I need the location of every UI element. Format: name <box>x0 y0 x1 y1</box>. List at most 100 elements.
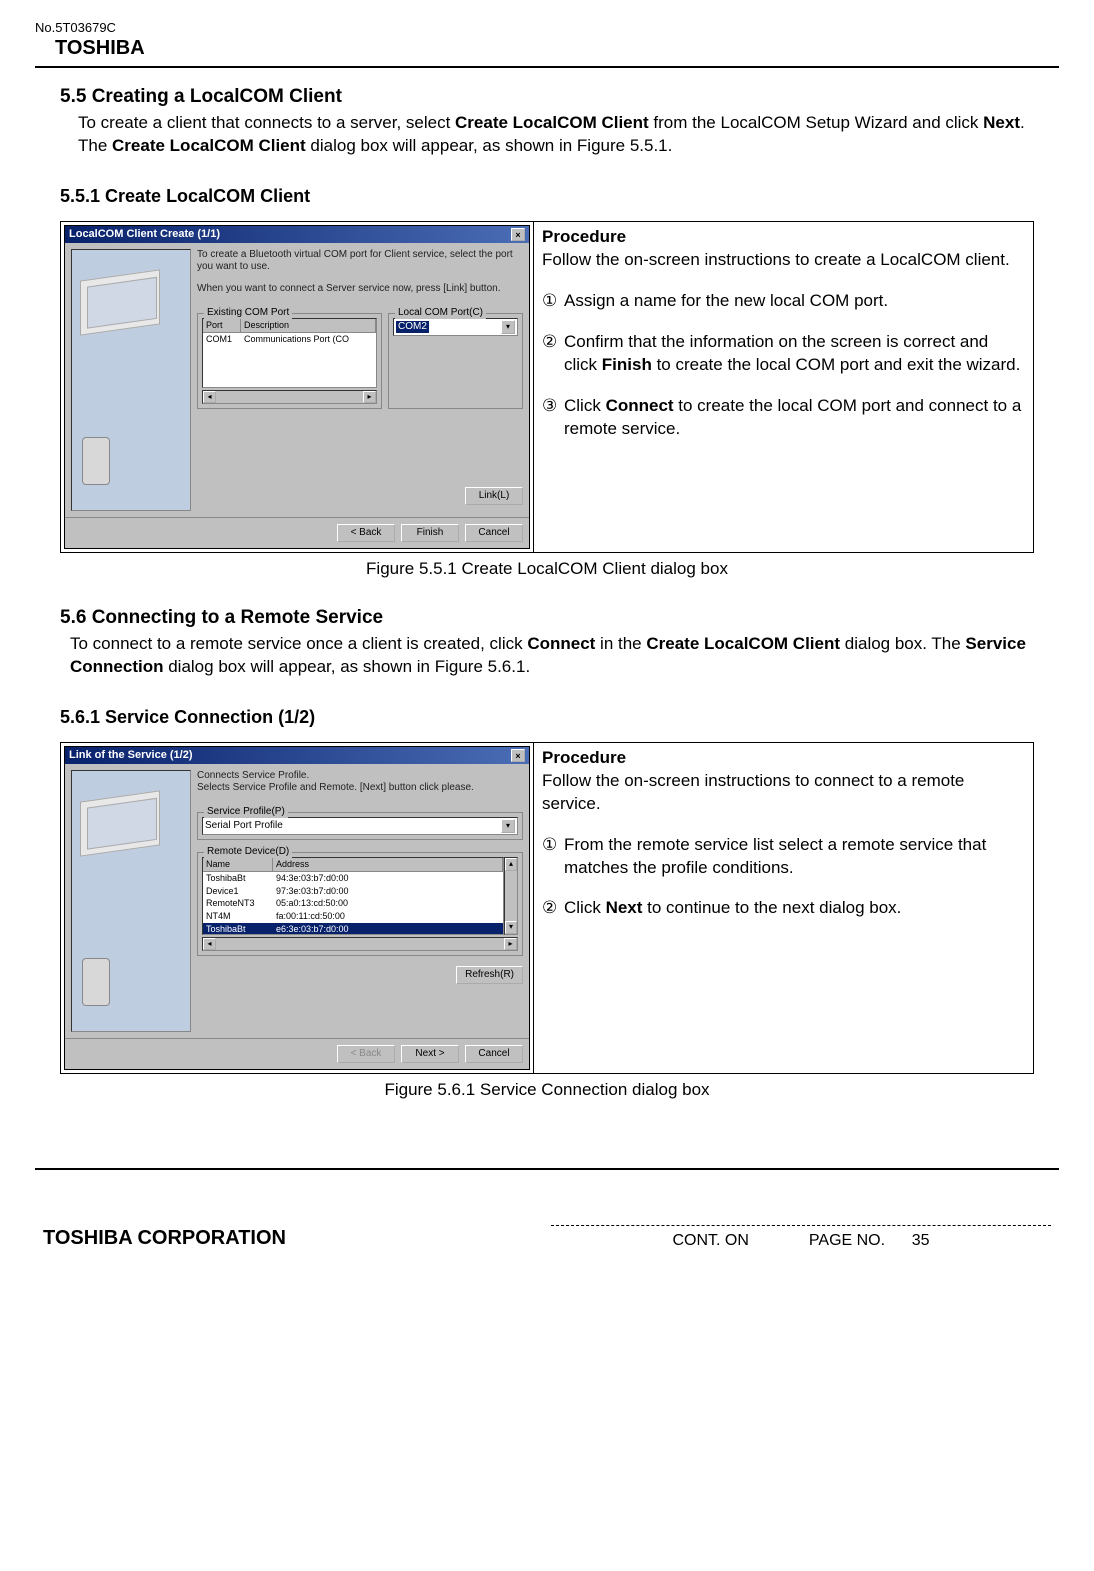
cell: Communications Port (CO <box>241 333 352 346</box>
combo-value: Serial Port Profile <box>205 820 283 832</box>
brand: TOSHIBA <box>35 37 1059 60</box>
titlebar[interactable]: LocalCOM Client Create (1/1) × <box>65 226 529 243</box>
footer-right: CONT. ON PAGE NO. 35 <box>551 1225 1051 1250</box>
doc-number: No.5T03679C <box>35 20 1059 35</box>
step-2: ② Confirm that the information on the sc… <box>542 331 1023 377</box>
footer: TOSHIBA CORPORATION CONT. ON PAGE NO. 35 <box>35 1225 1059 1250</box>
txt-b: Create LocalCOM Client <box>646 634 840 653</box>
section-5-6-1-heading: 5.6.1 Service Connection (1/2) <box>60 707 1034 728</box>
wizard-image <box>71 249 191 511</box>
col-address: Address <box>273 858 503 871</box>
dlg-text: When you want to connect a Server servic… <box>197 283 523 295</box>
titlebar[interactable]: Link of the Service (1/2) × <box>65 747 529 764</box>
step-num: ① <box>542 834 564 880</box>
txt: from the LocalCOM Setup Wizard and click <box>649 113 983 132</box>
txt: in the <box>595 634 646 653</box>
label: Remote Device(D) <box>204 846 292 858</box>
label: Local COM Port(C) <box>395 307 486 319</box>
content: 5.5 Creating a LocalCOM Client To create… <box>35 68 1059 1138</box>
txt: To connect to a remote service once a cl… <box>70 634 527 653</box>
dlg-text: Connects Service Profile. Selects Servic… <box>197 770 523 794</box>
step-num: ③ <box>542 395 564 441</box>
txt: To create a client that connects to a se… <box>78 113 455 132</box>
local-port-combo[interactable]: COM2 ▾ <box>393 318 518 336</box>
finish-button[interactable]: Finish <box>401 524 459 542</box>
label: Existing COM Port <box>204 307 292 319</box>
window: LocalCOM Client Create (1/1) × To create… <box>64 225 530 549</box>
page-number: 35 <box>890 1232 930 1250</box>
section-5-6-heading: 5.6 Connecting to a Remote Service <box>60 607 1034 629</box>
col-desc: Description <box>241 319 376 332</box>
dlg-text: To create a Bluetooth virtual COM port f… <box>197 249 523 273</box>
step-text: Click Next to continue to the next dialo… <box>564 897 901 920</box>
label: Service Profile(P) <box>204 806 288 818</box>
txt-b: Connect <box>527 634 595 653</box>
procedure-title: Procedure <box>542 747 1023 770</box>
back-button[interactable]: < Back <box>337 524 395 542</box>
cancel-button[interactable]: Cancel <box>465 1045 523 1063</box>
txt: dialog box will appear, as shown in Figu… <box>306 136 673 155</box>
scrollbar[interactable]: ◂▸ <box>202 937 518 951</box>
back-button: < Back <box>337 1045 395 1063</box>
next-button[interactable]: Next > <box>401 1045 459 1063</box>
laptop-icon <box>80 790 160 856</box>
scrollbar[interactable]: ▴▾ <box>504 857 518 935</box>
chevron-down-icon[interactable]: ▾ <box>501 819 515 833</box>
step-text: Assign a name for the new local COM port… <box>564 290 888 313</box>
dialog-1: LocalCOM Client Create (1/1) × To create… <box>61 222 534 552</box>
laptop-icon <box>80 269 160 335</box>
phone-icon <box>82 958 110 1006</box>
step-text: Click Connect to create the local COM po… <box>564 395 1023 441</box>
step-text: Confirm that the information on the scre… <box>564 331 1023 377</box>
link-button[interactable]: Link(L) <box>465 487 523 505</box>
step-num: ① <box>542 290 564 313</box>
section-5-5-1-heading: 5.5.1 Create LocalCOM Client <box>60 186 1034 207</box>
existing-port-list[interactable]: Port Description COM1 Communications Por… <box>202 318 377 388</box>
phone-icon <box>82 437 110 485</box>
close-icon[interactable]: × <box>511 228 525 241</box>
wizard-image <box>71 770 191 1032</box>
txt-b: Create LocalCOM Client <box>112 136 306 155</box>
scrollbar[interactable]: ◂▸ <box>202 390 377 404</box>
panel-551: LocalCOM Client Create (1/1) × To create… <box>60 221 1034 553</box>
window-title: Link of the Service (1/2) <box>69 749 192 762</box>
cell: COM1 <box>203 333 241 346</box>
txt: dialog box will appear, as shown in Figu… <box>164 657 531 676</box>
bottom-rule <box>35 1168 1059 1170</box>
section-5-6-body: To connect to a remote service once a cl… <box>60 633 1034 679</box>
close-icon[interactable]: × <box>511 749 525 762</box>
refresh-button[interactable]: Refresh(R) <box>456 966 523 984</box>
col-name: Name <box>203 858 273 871</box>
figure-5-5-1-caption: Figure 5.5.1 Create LocalCOM Client dial… <box>60 559 1034 579</box>
step-1: ① From the remote service list select a … <box>542 834 1023 880</box>
profile-combo[interactable]: Serial Port Profile ▾ <box>202 817 518 835</box>
figure-5-6-1-caption: Figure 5.6.1 Service Connection dialog b… <box>60 1080 1034 1100</box>
step-num: ② <box>542 331 564 377</box>
section-5-5-body: To create a client that connects to a se… <box>60 112 1034 158</box>
cont-on: CONT. ON <box>672 1232 748 1250</box>
txt-b: Next <box>983 113 1020 132</box>
procedure-title: Procedure <box>542 226 1023 249</box>
dialog-2: Link of the Service (1/2) × Connects Ser… <box>61 743 534 1073</box>
section-5-5-heading: 5.5 Creating a LocalCOM Client <box>60 86 1034 108</box>
step-3: ③ Click Connect to create the local COM … <box>542 395 1023 441</box>
step-num: ② <box>542 897 564 920</box>
footer-corp: TOSHIBA CORPORATION <box>43 1227 286 1250</box>
procedure-2: Procedure Follow the on-screen instructi… <box>534 743 1033 1073</box>
panel-561: Link of the Service (1/2) × Connects Ser… <box>60 742 1034 1074</box>
window-title: LocalCOM Client Create (1/1) <box>69 228 220 241</box>
page-label: PAGE NO. <box>809 1232 885 1249</box>
txt: dialog box. The <box>840 634 965 653</box>
chevron-down-icon[interactable]: ▾ <box>501 320 515 334</box>
cancel-button[interactable]: Cancel <box>465 524 523 542</box>
procedure-intro: Follow the on-screen instructions to cre… <box>542 249 1023 272</box>
step-text: From the remote service list select a re… <box>564 834 1023 880</box>
step-1: ① Assign a name for the new local COM po… <box>542 290 1023 313</box>
combo-value: COM2 <box>396 321 429 333</box>
procedure-intro: Follow the on-screen instructions to con… <box>542 770 1023 816</box>
remote-device-list[interactable]: Name Address ToshibaBt94:3e:03:b7:d0:00 … <box>202 857 504 935</box>
col-port: Port <box>203 319 241 332</box>
procedure-1: Procedure Follow the on-screen instructi… <box>534 222 1033 552</box>
window: Link of the Service (1/2) × Connects Ser… <box>64 746 530 1070</box>
txt-b: Create LocalCOM Client <box>455 113 649 132</box>
